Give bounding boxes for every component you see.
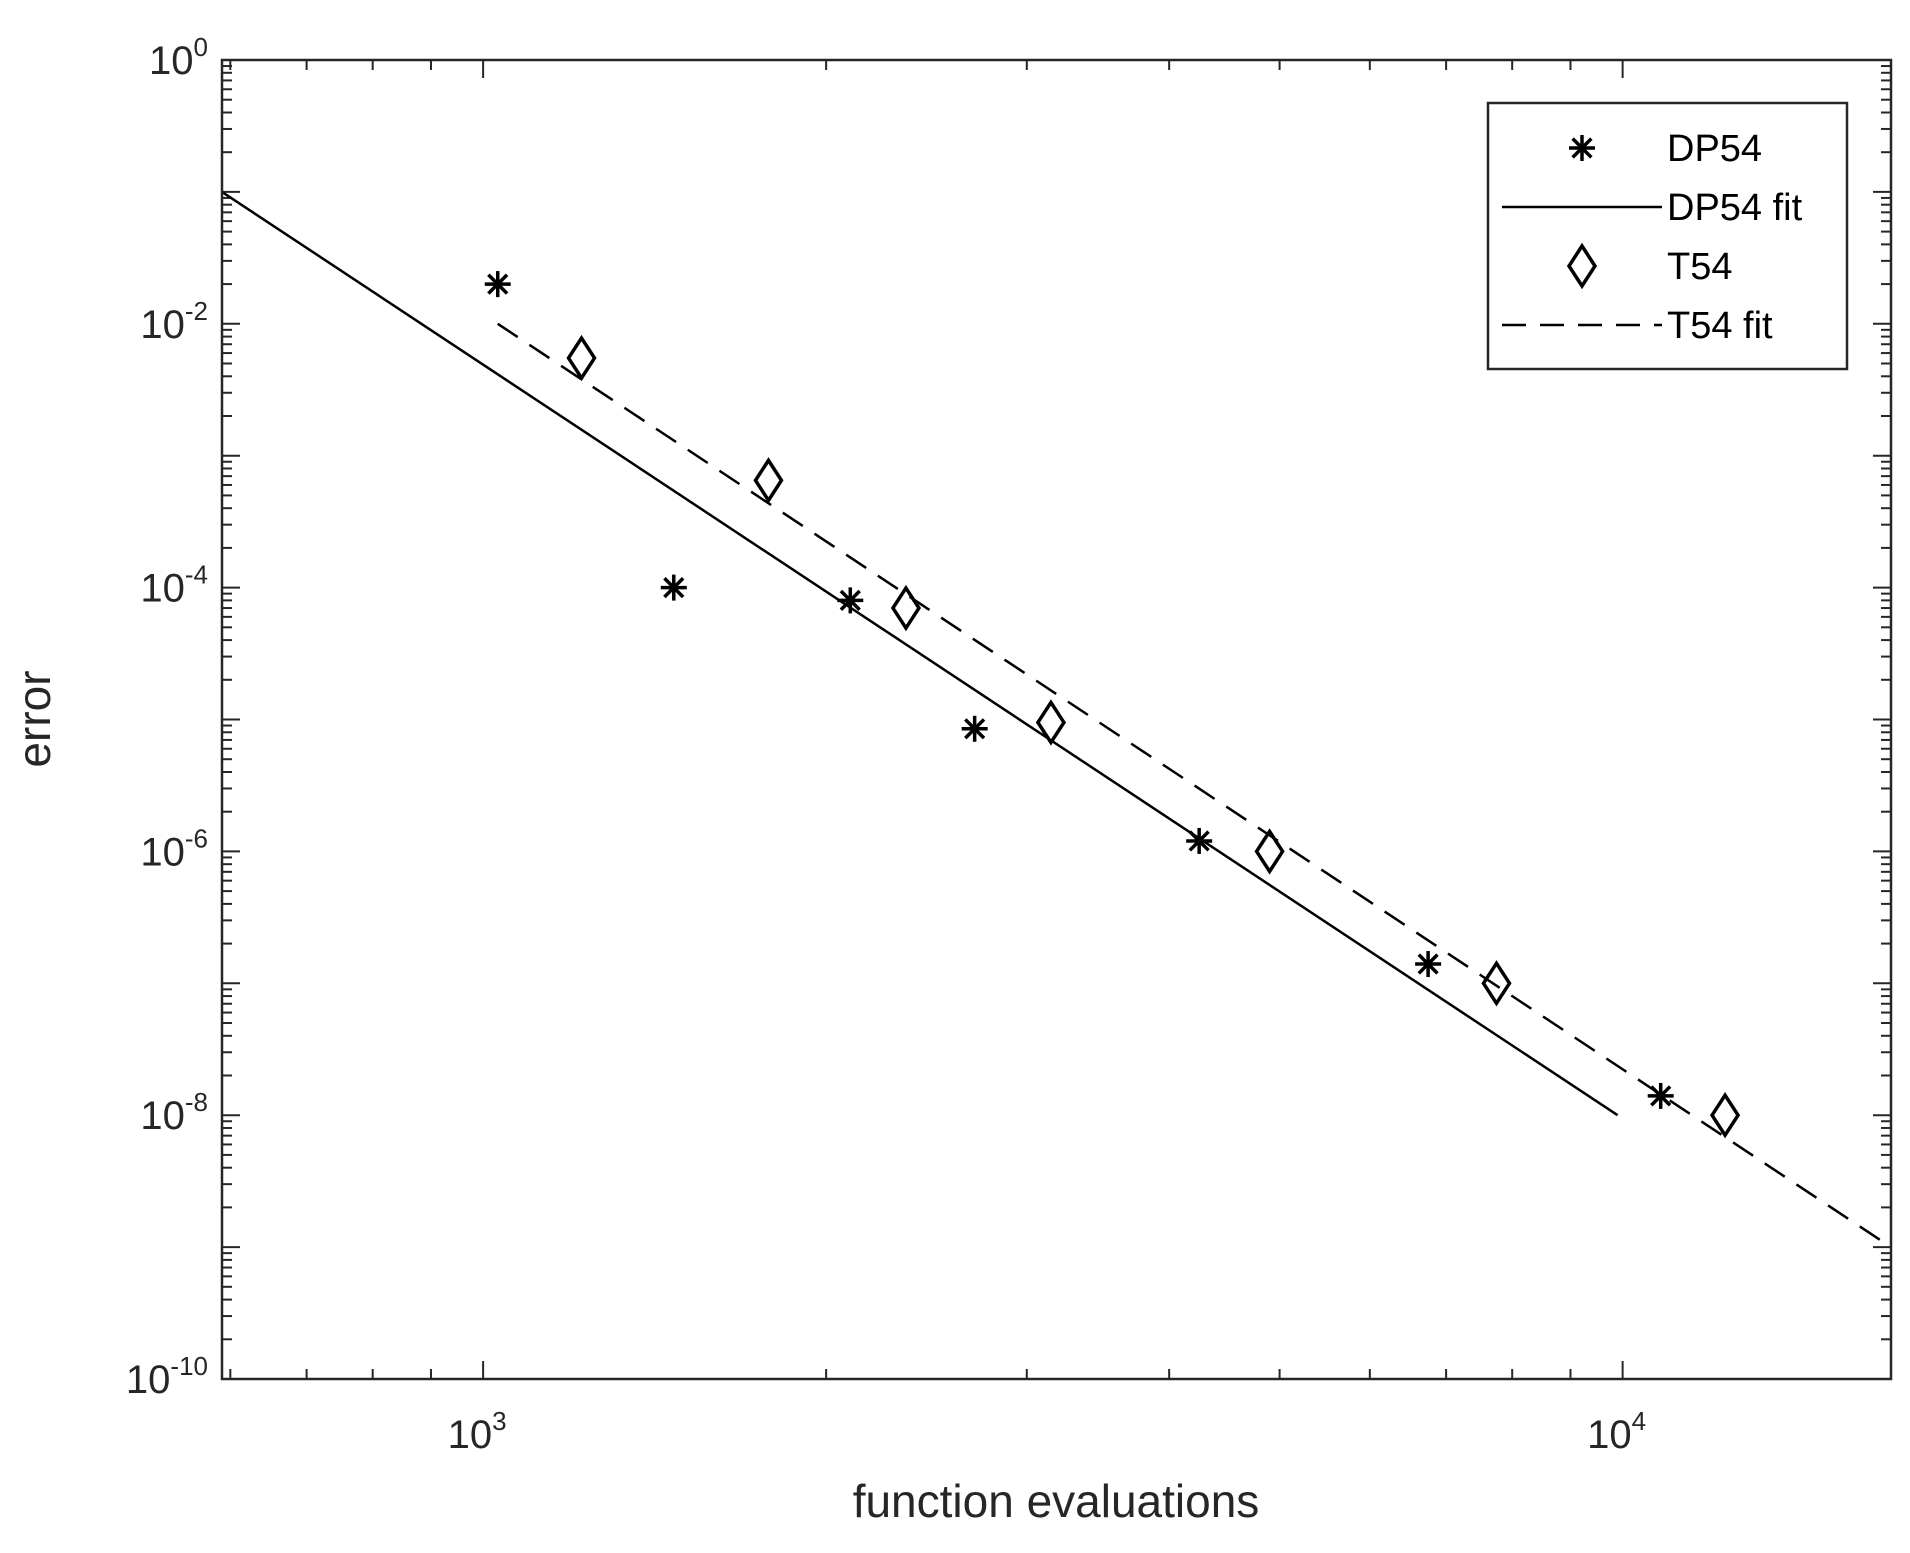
data-point-t54 — [753, 457, 784, 504]
y-tick-base: 10 — [140, 830, 185, 874]
x-tick-exponent: 4 — [1632, 1406, 1646, 1436]
legend: DP54 DP54 fit T54 T54 fit — [1486, 101, 1849, 371]
legend-label-dp54-fit: DP54 fit — [1667, 187, 1803, 229]
series-layer — [221, 190, 1892, 1249]
legend-label-dp54: DP54 — [1667, 128, 1762, 170]
legend-swatch-dp54 — [1569, 135, 1595, 161]
y-tick-label: 10-2 — [140, 296, 208, 347]
y-tick-base: 10 — [140, 1094, 185, 1138]
series-line-t54-fit — [497, 322, 1892, 1249]
y-tick-exponent: -2 — [185, 296, 208, 326]
y-tick-base: 10 — [149, 39, 194, 83]
data-point-t54 — [1709, 1091, 1741, 1139]
data-point-dp54 — [1647, 1082, 1674, 1109]
data-point-t54 — [1481, 960, 1512, 1007]
data-point-dp54 — [484, 271, 511, 298]
legend-item-t54: T54 — [1566, 242, 1732, 290]
y-tick-exponent: -8 — [185, 1087, 208, 1117]
data-point-dp54 — [1415, 951, 1442, 978]
y-tick-exponent: -10 — [170, 1351, 208, 1381]
data-point-t54 — [1254, 828, 1285, 875]
y-tick-base: 10 — [140, 567, 185, 611]
y-tick-label: 10-8 — [140, 1087, 208, 1138]
data-point-t54 — [1035, 699, 1067, 746]
x-tick-label: 103 — [448, 1406, 507, 1457]
data-point-dp54 — [660, 574, 687, 601]
y-tick-label: 10-10 — [126, 1351, 208, 1402]
y-tick-exponent: 0 — [194, 32, 208, 62]
y-tick-exponent: -6 — [185, 823, 208, 853]
y-tick-exponent: -4 — [185, 560, 208, 590]
series-line-dp54-fit — [221, 190, 1619, 1117]
legend-label-t54: T54 — [1667, 246, 1732, 288]
data-point-dp54 — [961, 715, 988, 742]
y-tick-base: 10 — [126, 1358, 171, 1402]
minor-ticks — [222, 60, 1891, 1379]
y-tick-label: 100 — [149, 32, 208, 83]
x-tick-labels: 103 104 — [448, 1406, 1646, 1457]
legend-item-t54-fit: T54 fit — [1502, 305, 1773, 347]
legend-label-t54-fit: T54 fit — [1667, 305, 1773, 347]
x-tick-base: 10 — [1587, 1413, 1632, 1457]
legend-item-dp54-fit: DP54 fit — [1502, 187, 1803, 229]
legend-item-dp54: DP54 — [1569, 128, 1762, 170]
x-tick-base: 10 — [448, 1413, 493, 1457]
y-tick-base: 10 — [140, 303, 185, 347]
x-tick-label: 104 — [1587, 1406, 1646, 1457]
y-axis-label: error — [8, 670, 60, 767]
y-tick-label: 10-6 — [140, 823, 208, 874]
x-tick-exponent: 3 — [492, 1406, 506, 1436]
legend-swatch-t54 — [1566, 242, 1598, 290]
plot-box — [220, 58, 1893, 1381]
y-tick-label: 10-4 — [140, 560, 208, 611]
x-axis-label: function evaluations — [853, 1475, 1260, 1527]
